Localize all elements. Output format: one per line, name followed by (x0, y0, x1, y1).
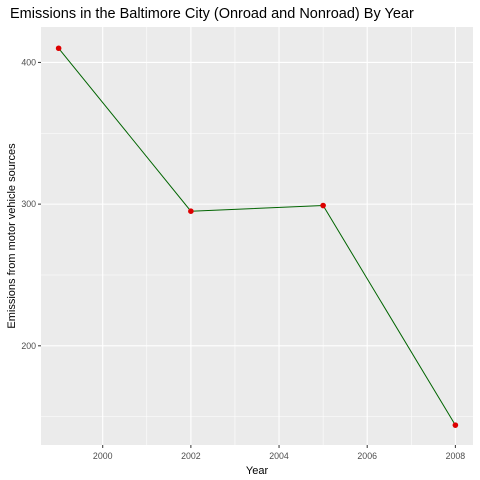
chart-title: Emissions in the Baltimore City (Onroad … (10, 6, 414, 22)
data-point (452, 422, 459, 428)
x-axis-title: Year (246, 465, 269, 477)
x-tick-label: 2002 (181, 451, 201, 461)
data-point (188, 208, 194, 215)
minor-gridlines (41, 27, 473, 445)
series-group (55, 45, 459, 428)
x-tick-label: 2004 (269, 451, 289, 461)
x-tick-label: 2000 (93, 451, 113, 461)
y-tick-label: 300 (21, 199, 36, 209)
data-point (55, 45, 62, 52)
major-gridlines (41, 27, 473, 445)
x-axis-ticks: 2000 2002 2004 2006 2008 (93, 445, 465, 461)
x-tick-label: 2006 (357, 451, 377, 461)
y-axis-ticks: 200 300 400 (21, 57, 41, 351)
plot-panel (41, 27, 473, 445)
y-tick-label: 200 (21, 341, 36, 351)
data-point (320, 202, 326, 209)
y-axis-title: Emissions from motor vehicle sources (6, 143, 18, 329)
x-tick-label: 2008 (446, 451, 466, 461)
series-line (58, 47, 456, 426)
y-tick-label: 400 (21, 57, 36, 67)
